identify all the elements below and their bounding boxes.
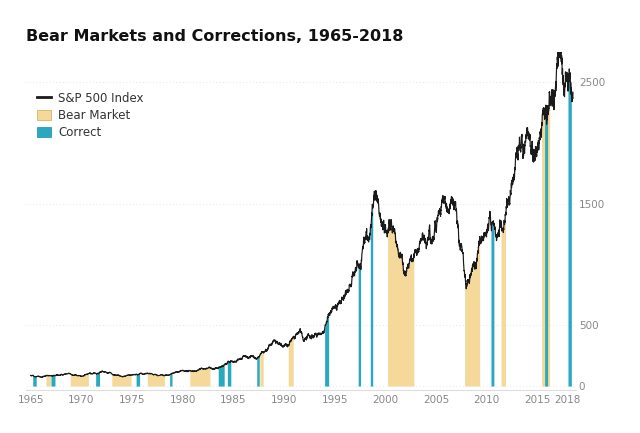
Text: Bear Markets and Corrections, 1965-2018: Bear Markets and Corrections, 1965-2018 [26,29,403,44]
Legend: S&P 500 Index, Bear Market, Correct: S&P 500 Index, Bear Market, Correct [37,92,144,139]
